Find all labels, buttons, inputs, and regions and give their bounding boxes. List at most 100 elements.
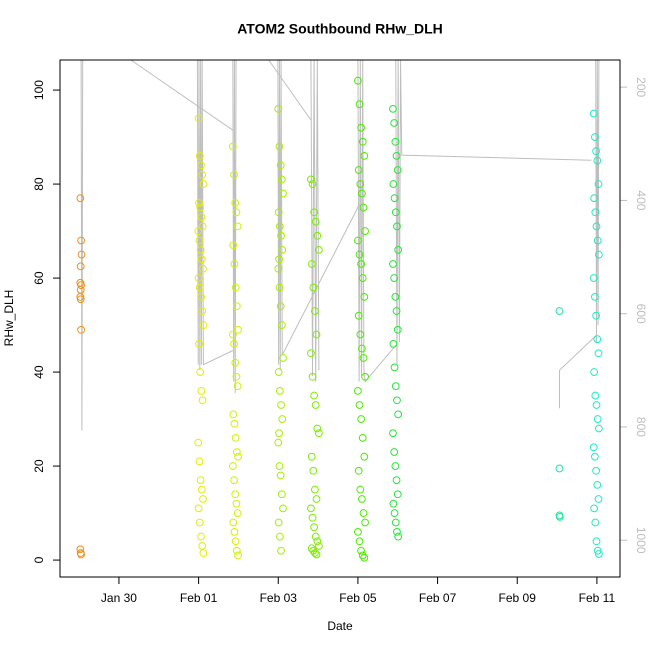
point xyxy=(389,499,398,508)
point xyxy=(196,368,205,376)
point xyxy=(360,553,369,562)
point xyxy=(392,307,401,315)
x-tick-label: Feb 01 xyxy=(180,591,218,605)
point xyxy=(195,236,204,245)
point xyxy=(594,424,603,433)
point xyxy=(199,180,208,188)
y2-tick-label: 1000 xyxy=(634,527,648,554)
point xyxy=(76,295,85,304)
point xyxy=(393,527,401,536)
point xyxy=(274,438,283,447)
x-tick-label: Feb 09 xyxy=(499,591,537,605)
point xyxy=(279,504,287,513)
point xyxy=(555,307,564,315)
point xyxy=(197,213,206,221)
point xyxy=(275,142,284,151)
point xyxy=(311,401,320,409)
point xyxy=(391,292,400,301)
point xyxy=(194,227,203,235)
point xyxy=(594,250,603,259)
point xyxy=(274,104,283,113)
point xyxy=(234,325,242,334)
point xyxy=(313,231,322,240)
point xyxy=(276,302,285,311)
point xyxy=(355,401,364,409)
point xyxy=(356,180,365,188)
point xyxy=(76,545,85,554)
point xyxy=(231,283,240,292)
point xyxy=(197,532,205,541)
point xyxy=(309,466,318,475)
point xyxy=(355,100,364,109)
y2-tick-label: 200 xyxy=(634,77,648,97)
point xyxy=(195,457,204,466)
point xyxy=(356,485,365,494)
point xyxy=(592,537,601,546)
point xyxy=(310,391,319,400)
point xyxy=(274,264,283,273)
point xyxy=(194,504,203,513)
point xyxy=(361,227,369,235)
point xyxy=(594,349,603,358)
point xyxy=(233,509,242,517)
point xyxy=(357,123,366,132)
y2-tick-label: 400 xyxy=(634,190,648,210)
y-axis-label: RHw_DLH xyxy=(2,290,16,347)
point xyxy=(197,255,206,264)
plot-frame xyxy=(59,59,621,578)
point xyxy=(307,349,315,358)
point xyxy=(278,415,287,423)
point xyxy=(77,325,86,334)
point xyxy=(311,217,320,226)
point xyxy=(591,133,599,141)
point xyxy=(360,292,369,301)
point xyxy=(593,415,602,423)
point xyxy=(360,452,369,461)
point xyxy=(76,262,85,271)
point xyxy=(232,448,241,456)
point xyxy=(195,198,203,207)
point xyxy=(358,551,367,560)
point xyxy=(310,523,319,532)
point xyxy=(390,448,399,456)
point xyxy=(354,166,363,174)
point xyxy=(274,368,283,376)
point xyxy=(307,175,315,184)
point xyxy=(230,260,239,268)
point xyxy=(307,504,315,513)
point xyxy=(359,203,368,212)
point xyxy=(358,274,367,282)
point xyxy=(198,170,207,179)
point xyxy=(77,550,86,559)
y-tick-label: 80 xyxy=(32,177,46,191)
point xyxy=(392,151,401,160)
point xyxy=(354,311,363,320)
point xyxy=(359,509,368,517)
point xyxy=(390,274,399,282)
point xyxy=(590,368,599,376)
point xyxy=(194,438,203,447)
point xyxy=(275,462,284,470)
point xyxy=(279,189,287,198)
y-tick-label: 20 xyxy=(32,459,46,473)
point xyxy=(359,354,368,362)
point xyxy=(592,466,601,475)
point xyxy=(195,518,204,527)
point xyxy=(198,396,207,405)
point xyxy=(275,222,284,231)
point xyxy=(278,245,287,254)
point xyxy=(277,231,285,240)
point xyxy=(233,222,242,231)
x-tick-label: Feb 03 xyxy=(260,591,298,605)
point xyxy=(311,532,320,541)
point xyxy=(593,236,602,245)
point xyxy=(198,222,207,231)
point xyxy=(279,354,287,362)
point xyxy=(232,208,241,217)
point xyxy=(357,415,366,423)
point xyxy=(358,137,367,146)
point xyxy=(77,250,86,259)
point xyxy=(590,194,599,203)
point xyxy=(314,542,323,550)
